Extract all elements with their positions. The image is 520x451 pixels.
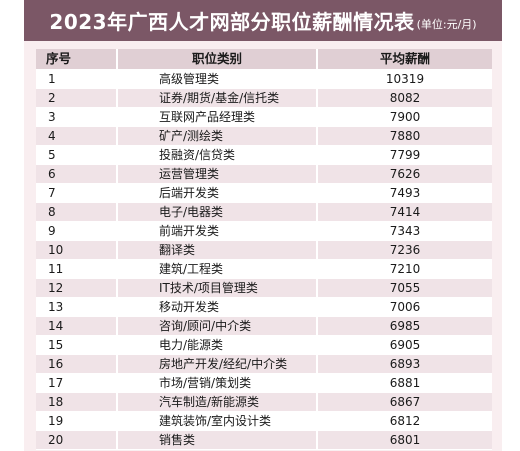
table-row: 17 市场/营销/策划类 6881 <box>36 373 492 393</box>
row-category: 建筑/工程类 <box>116 259 318 279</box>
row-salary: 6881 <box>317 373 492 393</box>
row-category: 矿产/测绘类 <box>116 126 318 146</box>
row-category: 销售类 <box>116 430 318 450</box>
table-row: 5 投融资/信贷类 7799 <box>36 145 492 165</box>
table-row: 20 销售类 6801 <box>36 430 492 450</box>
row-salary: 7343 <box>317 221 492 241</box>
row-category: 电子/电器类 <box>116 202 318 222</box>
row-salary: 6867 <box>317 392 492 412</box>
row-category: 运营管理类 <box>116 164 318 184</box>
row-salary: 7236 <box>317 240 492 260</box>
row-index: 6 <box>36 164 117 184</box>
table-row: 8 电子/电器类 7414 <box>36 202 492 222</box>
row-index: 19 <box>36 411 117 431</box>
row-index: 9 <box>36 221 117 241</box>
row-salary: 10319 <box>317 69 492 89</box>
table-row: 4 矿产/测绘类 7880 <box>36 126 492 146</box>
row-category: 后端开发类 <box>116 183 318 203</box>
salary-table: 序号 职位类别 平均薪酬 1 高级管理类 10319 2 证券/期货/基金/信托类 808… <box>36 49 492 450</box>
row-category: 移动开发类 <box>116 297 318 317</box>
row-index: 10 <box>36 240 117 260</box>
row-salary: 7799 <box>317 145 492 165</box>
table-container: 序号 职位类别 平均薪酬 1 高级管理类 10319 2 证券/期货/基金/信托类 808… <box>36 49 492 450</box>
row-index: 18 <box>36 392 117 412</box>
table-row: 11 建筑/工程类 7210 <box>36 259 492 279</box>
table-header-row: 序号 职位类别 平均薪酬 <box>36 49 492 70</box>
row-category: 前端开发类 <box>116 221 318 241</box>
row-salary: 6812 <box>317 411 492 431</box>
table-row: 6 运营管理类 7626 <box>36 164 492 184</box>
table-row: 16 房地产开发/经纪/中介类 6893 <box>36 354 492 374</box>
row-index: 7 <box>36 183 117 203</box>
table-row: 7 后端开发类 7493 <box>36 183 492 203</box>
page-title: 2023年广西人才网部分职位薪酬情况表 <box>49 10 415 34</box>
row-index: 16 <box>36 354 117 374</box>
row-category: 投融资/信贷类 <box>116 145 318 165</box>
row-salary: 7006 <box>317 297 492 317</box>
unit-label: (单位:元/月) <box>416 17 477 31</box>
row-salary: 6985 <box>317 316 492 336</box>
table-row: 1 高级管理类 10319 <box>36 69 492 89</box>
row-index: 1 <box>36 69 117 89</box>
row-index: 13 <box>36 297 117 317</box>
row-salary: 7493 <box>317 183 492 203</box>
row-category: 建筑装饰/室内设计类 <box>116 411 318 431</box>
table-row: 3 互联网产品经理类 7900 <box>36 107 492 127</box>
row-salary: 7880 <box>317 126 492 146</box>
row-salary: 7055 <box>317 278 492 298</box>
title-bar: 2023年广西人才网部分职位薪酬情况表 (单位:元/月) <box>24 0 502 41</box>
row-category: 咨询/顾问/中介类 <box>116 316 318 336</box>
row-category: 互联网产品经理类 <box>116 107 318 127</box>
row-index: 8 <box>36 202 117 222</box>
row-category: 市场/营销/策划类 <box>116 373 318 393</box>
header-category: 职位类别 <box>116 49 318 70</box>
row-salary: 8082 <box>317 88 492 108</box>
table-row: 13 移动开发类 7006 <box>36 297 492 317</box>
row-salary: 6801 <box>317 430 492 450</box>
row-category: 高级管理类 <box>116 69 318 89</box>
row-index: 15 <box>36 335 117 355</box>
row-category: 证券/期货/基金/信托类 <box>116 88 318 108</box>
row-category: 汽车制造/新能源类 <box>116 392 318 412</box>
header-salary: 平均薪酬 <box>317 49 492 70</box>
table-row: 19 建筑装饰/室内设计类 6812 <box>36 411 492 431</box>
row-salary: 7900 <box>317 107 492 127</box>
row-salary: 7414 <box>317 202 492 222</box>
row-salary: 7210 <box>317 259 492 279</box>
row-index: 14 <box>36 316 117 336</box>
row-index: 2 <box>36 88 117 108</box>
table-row: 9 前端开发类 7343 <box>36 221 492 241</box>
row-index: 20 <box>36 430 117 450</box>
header-index: 序号 <box>36 49 117 70</box>
row-category: IT技术/项目管理类 <box>116 278 318 298</box>
row-index: 11 <box>36 259 117 279</box>
table-row: 15 电力/能源类 6905 <box>36 335 492 355</box>
salary-table-panel: 2023年广西人才网部分职位薪酬情况表 (单位:元/月) 序号 职位类别 平均薪… <box>24 0 502 451</box>
table-row: 2 证券/期货/基金/信托类 8082 <box>36 88 492 108</box>
row-salary: 7626 <box>317 164 492 184</box>
row-index: 17 <box>36 373 117 393</box>
table-body: 1 高级管理类 10319 2 证券/期货/基金/信托类 8082 3 互联网产品经理类 790… <box>36 69 492 450</box>
row-index: 3 <box>36 107 117 127</box>
row-category: 电力/能源类 <box>116 335 318 355</box>
row-index: 12 <box>36 278 117 298</box>
table-row: 14 咨询/顾问/中介类 6985 <box>36 316 492 336</box>
row-category: 翻译类 <box>116 240 318 260</box>
row-index: 5 <box>36 145 117 165</box>
table-row: 18 汽车制造/新能源类 6867 <box>36 392 492 412</box>
table-row: 12 IT技术/项目管理类 7055 <box>36 278 492 298</box>
row-salary: 6905 <box>317 335 492 355</box>
table-row: 10 翻译类 7236 <box>36 240 492 260</box>
row-category: 房地产开发/经纪/中介类 <box>116 354 318 374</box>
row-index: 4 <box>36 126 117 146</box>
row-salary: 6893 <box>317 354 492 374</box>
